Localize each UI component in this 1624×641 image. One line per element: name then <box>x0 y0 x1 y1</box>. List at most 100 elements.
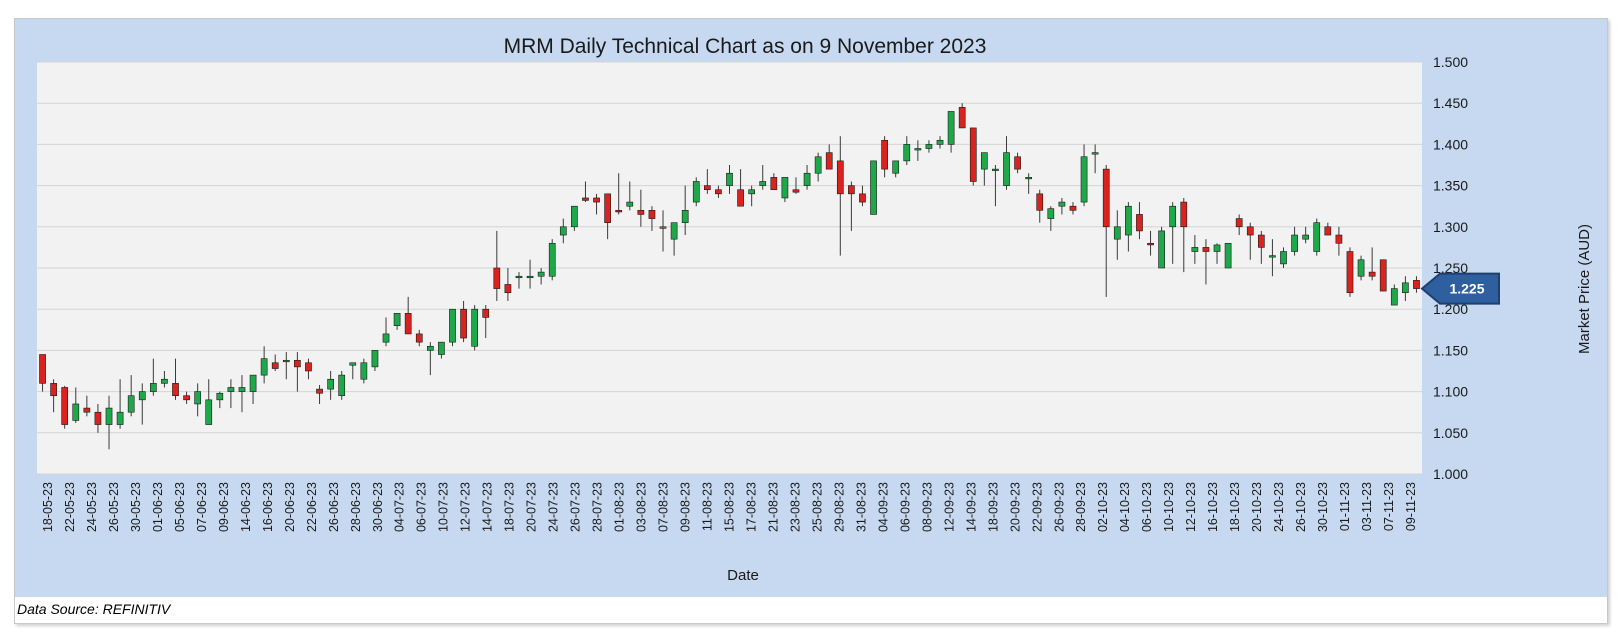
candle-up <box>1191 247 1199 252</box>
x-tick-label: 14-06-23 <box>239 482 253 532</box>
candle-up <box>626 201 634 207</box>
candle-up <box>349 362 357 366</box>
y-tick-label: 1.100 <box>1433 384 1468 400</box>
x-tick-label: 31-08-23 <box>854 482 868 532</box>
x-tick-label: 01-08-23 <box>613 482 627 532</box>
x-tick-label: 01-11-23 <box>1338 482 1352 531</box>
candle-down <box>859 193 866 203</box>
candle-down <box>737 189 744 207</box>
x-tick-label: 05-06-23 <box>173 482 187 532</box>
x-tick-label: 12-10-23 <box>1184 482 1198 532</box>
x-tick-label: 15-08-23 <box>723 482 737 532</box>
x-tick-label: 28-06-23 <box>349 482 363 532</box>
candle-up <box>925 144 933 149</box>
x-tick-label: 17-08-23 <box>744 482 758 532</box>
data-source-note: Data Source: REFINITIV <box>17 601 171 617</box>
candle-up <box>814 156 822 174</box>
x-tick-label: 29-08-23 <box>832 482 846 532</box>
x-tick-label: 08-09-23 <box>920 482 934 532</box>
last-price-label: 1.225 <box>1449 281 1484 297</box>
x-tick-label: 25-08-23 <box>810 482 824 532</box>
x-tick-label: 04-07-23 <box>393 482 407 532</box>
candle-up <box>659 226 667 229</box>
y-tick-label: 1.350 <box>1433 178 1468 194</box>
candle-down <box>615 210 623 213</box>
x-tick-label: 16-10-23 <box>1206 482 1220 532</box>
candle-up <box>1302 234 1310 240</box>
candle-up <box>1058 201 1066 207</box>
x-tick-label: 26-10-23 <box>1294 482 1308 532</box>
candle-up <box>438 341 445 355</box>
x-tick-label: 30-06-23 <box>371 482 385 532</box>
candle-down <box>958 107 966 129</box>
candle-up <box>1280 251 1287 265</box>
x-tick-label: 20-06-23 <box>283 482 297 532</box>
candle-down <box>1014 156 1021 170</box>
candle-up <box>227 387 235 392</box>
x-tick-label: 04-09-23 <box>876 482 890 532</box>
candle-up <box>1313 222 1321 252</box>
candle-up <box>161 378 168 384</box>
candle-up <box>781 177 789 199</box>
candle-down <box>94 411 102 425</box>
x-tick-label: 09-06-23 <box>217 482 231 532</box>
candle-down <box>770 177 778 191</box>
candle-down <box>1257 234 1265 248</box>
candle-up <box>947 111 955 145</box>
candle-up <box>371 350 379 368</box>
candle-down <box>1379 259 1387 292</box>
candle-down <box>1235 218 1243 228</box>
candle-up <box>327 378 334 390</box>
candle-up <box>1169 205 1177 228</box>
y-tick-label: 1.150 <box>1433 342 1468 358</box>
candle-down <box>825 152 833 170</box>
x-tick-label: 10-07-23 <box>437 482 451 532</box>
candle-down <box>83 407 91 413</box>
candle-up <box>1003 152 1010 186</box>
x-tick-label: 18-09-23 <box>986 482 1000 532</box>
candle-up <box>559 226 567 236</box>
x-tick-label: 23-08-23 <box>788 482 802 532</box>
x-tick-label: 02-10-23 <box>1096 482 1110 532</box>
x-tick-label: 06-09-23 <box>898 482 912 532</box>
candle-up <box>803 172 811 186</box>
candle-down <box>881 139 888 170</box>
x-tick-label: 18-05-23 <box>41 482 55 532</box>
x-tick-label: 04-10-23 <box>1118 482 1132 532</box>
y-tick-label: 1.000 <box>1433 466 1468 482</box>
x-tick-label: 07-11-23 <box>1382 482 1396 531</box>
candle-down <box>482 308 490 318</box>
candle-down <box>294 359 301 368</box>
candle-up <box>526 275 534 279</box>
last-price-badge <box>1420 272 1500 305</box>
x-tick-label: 11-08-23 <box>701 482 715 531</box>
candle-down <box>305 362 312 372</box>
y-tick-label: 1.200 <box>1433 301 1468 317</box>
y-tick-label: 1.450 <box>1433 95 1468 111</box>
candle-up <box>1113 226 1121 240</box>
x-tick-label: 12-09-23 <box>942 482 956 532</box>
y-tick-label: 1.300 <box>1433 219 1468 235</box>
candle-up <box>249 374 257 392</box>
chart-panel: MRM Daily Technical Chart as on 9 Novemb… <box>15 19 1607 597</box>
candle-down <box>183 395 190 401</box>
candle-up <box>338 374 346 397</box>
x-tick-label: 09-11-23 <box>1404 482 1418 531</box>
x-tick-label: 26-06-23 <box>327 482 341 532</box>
candle-up <box>1213 244 1221 252</box>
x-tick-label: 26-05-23 <box>107 482 121 532</box>
x-tick-label: 20-10-23 <box>1250 482 1264 532</box>
x-tick-label: 30-05-23 <box>129 482 143 532</box>
candle-up <box>903 144 911 162</box>
candle-up <box>936 139 944 145</box>
candle-down <box>648 210 656 219</box>
candle-up <box>1402 282 1409 294</box>
y-tick-label: 1.050 <box>1433 425 1468 441</box>
x-axis-label: Date <box>727 567 759 584</box>
candle-up <box>748 189 756 195</box>
candle-up <box>205 399 213 425</box>
chart-frame: MRM Daily Technical Chart as on 9 Novemb… <box>14 18 1608 624</box>
x-tick-label: 12-07-23 <box>459 482 473 532</box>
candle-up <box>72 403 80 421</box>
x-tick-label: 03-11-23 <box>1360 482 1374 531</box>
